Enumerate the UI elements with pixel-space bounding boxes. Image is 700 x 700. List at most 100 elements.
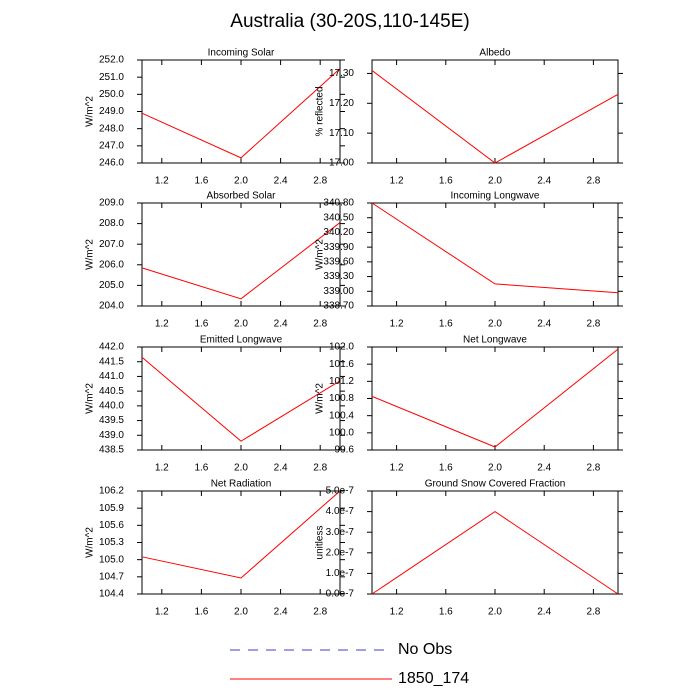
y-tick-label: 0.0e-7: [326, 589, 355, 600]
y-tick-label: 17.10: [329, 128, 354, 139]
y-tick-label: 4.0e-7: [326, 506, 355, 517]
data-line: [371, 348, 619, 448]
x-tick-label: 1.6: [194, 319, 208, 330]
y-tick-label: 339.60: [323, 256, 354, 267]
x-tick-label: 2.8: [313, 319, 327, 330]
x-tick-label: 1.6: [439, 176, 453, 187]
y-tick-label: 340.50: [323, 212, 354, 223]
y-tick-label: 248.0: [99, 123, 124, 134]
y-axis-label: unitless: [315, 526, 326, 560]
x-tick-label: 2.4: [537, 176, 551, 187]
x-tick-label: 1.6: [439, 319, 453, 330]
x-tick-label: 2.0: [234, 607, 248, 618]
x-tick-label: 2.4: [274, 463, 288, 474]
panel-title: Absorbed Solar: [207, 191, 277, 202]
data-line: [141, 356, 341, 442]
x-tick-label: 2.8: [313, 463, 327, 474]
panel-title: Albedo: [479, 48, 511, 59]
y-tick-label: 104.7: [99, 571, 124, 582]
x-tick-label: 2.0: [488, 319, 502, 330]
plot-frame: [371, 59, 619, 164]
legend-label: 1850_174: [398, 670, 469, 687]
y-tick-label: 339.30: [323, 271, 354, 282]
plot-frame: [141, 59, 341, 164]
y-tick-label: 206.0: [99, 259, 124, 270]
x-tick-label: 1.2: [390, 319, 404, 330]
y-axis-label: W/m^2: [85, 239, 96, 270]
y-tick-label: 101.6: [329, 359, 354, 370]
y-tick-label: 439.0: [99, 430, 124, 441]
x-tick-label: 2.4: [274, 176, 288, 187]
x-tick-label: 2.0: [488, 176, 502, 187]
y-tick-label: 205.0: [99, 280, 124, 291]
y-tick-label: 440.5: [99, 386, 124, 397]
y-tick-label: 439.5: [99, 415, 124, 426]
y-tick-label: 339.90: [323, 242, 354, 253]
y-tick-label: 340.20: [323, 227, 354, 238]
y-tick-label: 101.2: [329, 376, 354, 387]
x-tick-label: 2.4: [274, 319, 288, 330]
y-tick-label: 17.30: [329, 68, 354, 79]
y-tick-label: 2.0e-7: [326, 547, 355, 558]
data-line: [141, 68, 341, 159]
y-axis-label: W/m^2: [85, 383, 96, 414]
y-tick-label: 247.0: [99, 140, 124, 151]
panel-title: Emitted Longwave: [200, 335, 283, 346]
data-line: [371, 202, 619, 294]
y-tick-label: 3.0e-7: [326, 527, 355, 538]
y-axis-label: W/m^2: [315, 239, 326, 270]
y-tick-label: 100.4: [329, 410, 354, 421]
y-tick-label: 438.5: [99, 445, 124, 456]
x-tick-label: 2.8: [586, 607, 600, 618]
x-tick-label: 1.2: [155, 607, 169, 618]
y-axis-label: % reflected: [315, 86, 326, 136]
y-tick-label: 1.0e-7: [326, 568, 355, 579]
x-tick-label: 2.0: [488, 463, 502, 474]
x-tick-label: 1.2: [155, 176, 169, 187]
y-tick-label: 100.8: [329, 393, 354, 404]
y-tick-label: 441.5: [99, 356, 124, 367]
figure-title: Australia (30-20S,110-145E): [230, 11, 469, 32]
y-tick-label: 441.0: [99, 371, 124, 382]
panel-title: Net Longwave: [463, 335, 527, 346]
plot-frame: [141, 202, 341, 307]
panel-title: Incoming Longwave: [451, 191, 540, 202]
y-tick-label: 207.0: [99, 239, 124, 250]
y-tick-label: 99.6: [335, 445, 355, 456]
plot-frame: [141, 490, 341, 595]
y-tick-label: 246.0: [99, 158, 124, 169]
x-tick-label: 2.0: [234, 463, 248, 474]
y-tick-label: 250.0: [99, 89, 124, 100]
x-tick-label: 2.4: [537, 607, 551, 618]
y-tick-label: 5.0e-7: [326, 486, 355, 497]
y-tick-label: 17.20: [329, 98, 354, 109]
y-tick-label: 251.0: [99, 72, 124, 83]
x-tick-label: 2.8: [313, 176, 327, 187]
y-tick-label: 440.0: [99, 400, 124, 411]
x-tick-label: 2.0: [234, 176, 248, 187]
plot-frame: [371, 346, 619, 451]
x-tick-label: 1.2: [155, 319, 169, 330]
x-tick-label: 1.6: [439, 463, 453, 474]
x-tick-label: 2.4: [274, 607, 288, 618]
x-tick-label: 2.8: [586, 463, 600, 474]
panel-title: Incoming Solar: [208, 48, 275, 59]
x-tick-label: 1.2: [390, 607, 404, 618]
x-tick-label: 1.6: [194, 607, 208, 618]
x-tick-label: 2.8: [586, 176, 600, 187]
data-line: [141, 490, 341, 579]
y-tick-label: 104.4: [99, 589, 124, 600]
y-tick-label: 442.0: [99, 342, 124, 353]
data-line: [371, 70, 619, 164]
y-tick-label: 105.3: [99, 537, 124, 548]
x-tick-label: 2.4: [537, 463, 551, 474]
x-tick-label: 2.8: [313, 607, 327, 618]
y-tick-label: 100.0: [329, 427, 354, 438]
panel-title: Ground Snow Covered Fraction: [425, 479, 566, 490]
x-tick-label: 1.2: [390, 463, 404, 474]
x-tick-label: 1.2: [155, 463, 169, 474]
x-tick-label: 2.4: [537, 319, 551, 330]
y-tick-label: 340.80: [323, 198, 354, 209]
y-tick-label: 339.00: [323, 286, 354, 297]
